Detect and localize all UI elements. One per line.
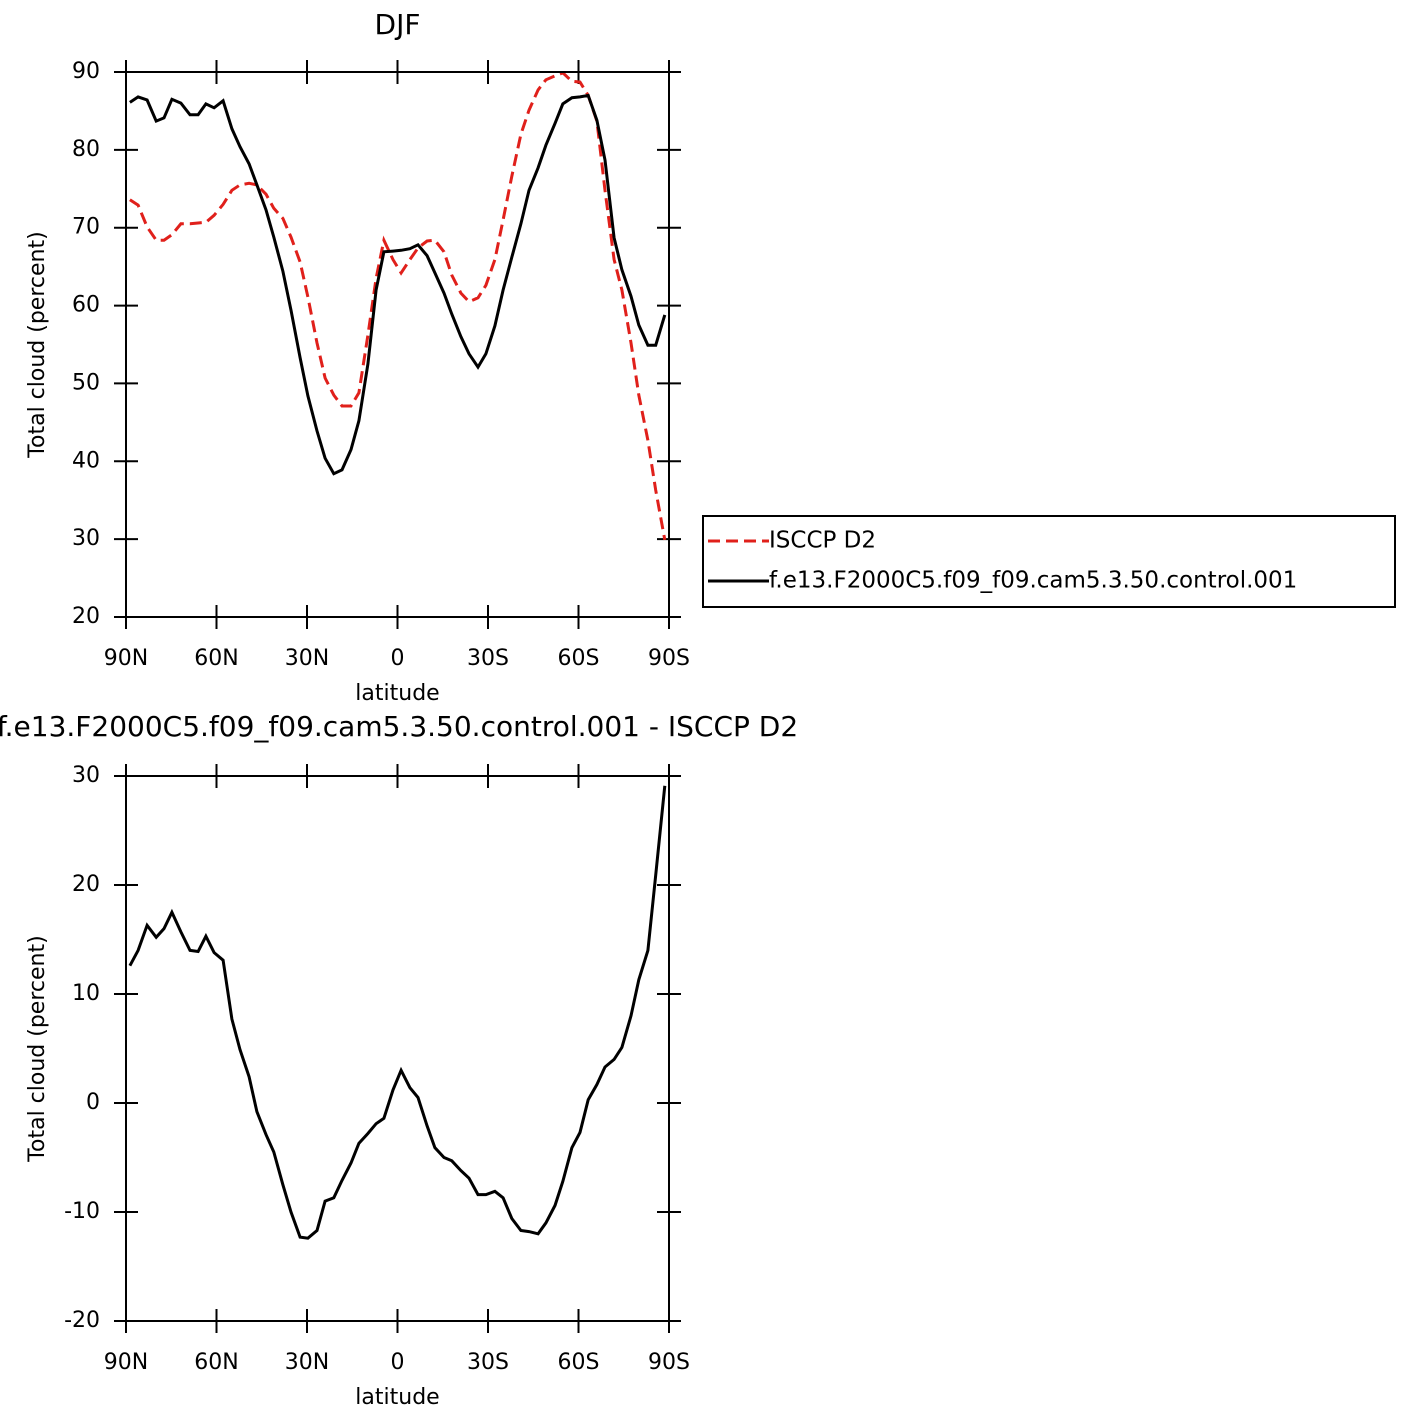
y-tick-label: 60 <box>72 293 100 318</box>
series-line <box>128 785 667 1240</box>
series-line <box>129 93 667 476</box>
y-tick-label: -10 <box>64 1199 100 1224</box>
y-tick-label: 0 <box>86 1090 100 1115</box>
legend-label: f.e13.F2000C5.f09_f09.cam5.3.50.control.… <box>769 568 1297 594</box>
legend-label: ISCCP D2 <box>769 528 876 554</box>
y-tick-label: 90 <box>72 59 100 84</box>
y-tick-label: -20 <box>64 1308 100 1333</box>
y-tick-label: 80 <box>72 137 100 162</box>
y-axis-label: Total cloud (percent) <box>25 935 50 1162</box>
x-tick-label: 60N <box>194 646 238 671</box>
legend-box <box>702 515 1396 608</box>
chart-title: f.e13.F2000C5.f09_f09.cam5.3.50.control.… <box>0 710 798 743</box>
chart-title: DJF <box>375 8 421 41</box>
x-tick-label: 90N <box>104 1350 148 1375</box>
x-tick-label: 30S <box>467 646 509 671</box>
x-tick-label: 90N <box>104 646 148 671</box>
x-tick-label: 30S <box>467 1350 509 1375</box>
x-tick-label: 0 <box>391 646 405 671</box>
y-tick-label: 30 <box>72 763 100 788</box>
x-tick-label: 90S <box>648 646 690 671</box>
x-tick-label: 0 <box>391 1350 405 1375</box>
x-tick-label: 60S <box>558 1350 600 1375</box>
x-tick-label: 60N <box>194 1350 238 1375</box>
y-tick-label: 40 <box>72 448 100 473</box>
y-axis-label: Total cloud (percent) <box>25 231 50 458</box>
x-axis-label: latitude <box>355 681 439 706</box>
y-tick-label: 20 <box>72 604 100 629</box>
y-tick-label: 50 <box>72 370 100 395</box>
plot-frame <box>125 775 670 1322</box>
x-tick-label: 90S <box>648 1350 690 1375</box>
y-tick-label: 20 <box>72 872 100 897</box>
x-axis-label: latitude <box>355 1385 439 1410</box>
y-tick-label: 30 <box>72 526 100 551</box>
x-tick-label: 30N <box>285 646 329 671</box>
y-tick-label: 10 <box>72 981 100 1006</box>
x-tick-label: 30N <box>285 1350 329 1375</box>
x-tick-label: 60S <box>558 646 600 671</box>
y-tick-label: 70 <box>72 215 100 240</box>
series-line <box>129 71 667 541</box>
plot-frame <box>125 71 670 618</box>
